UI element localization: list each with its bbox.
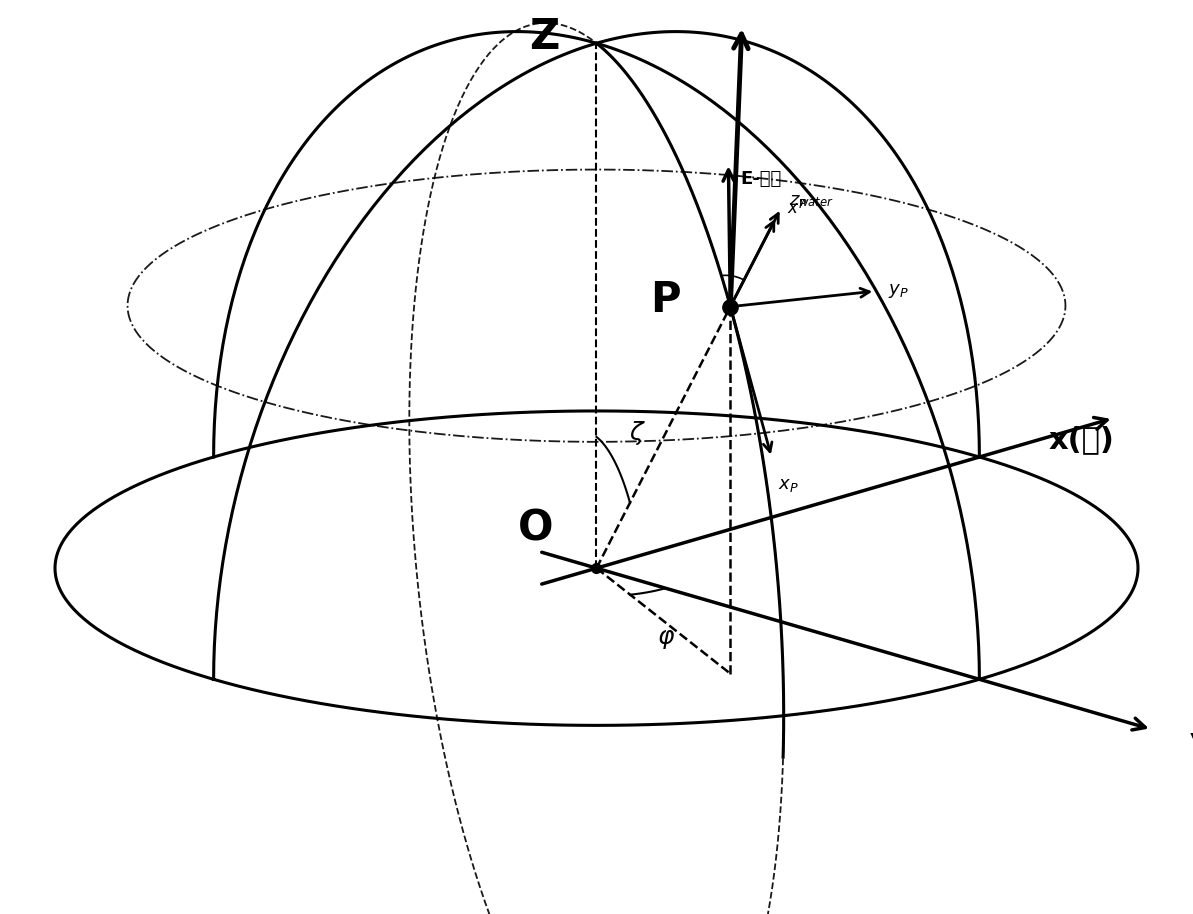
Text: E-矢量: E-矢量 bbox=[741, 169, 781, 187]
Text: x(北): x(北) bbox=[1049, 425, 1114, 454]
Text: P: P bbox=[650, 280, 681, 322]
Text: $x_P$: $x_P$ bbox=[778, 476, 798, 494]
Text: $z_P$: $z_P$ bbox=[789, 192, 808, 210]
Text: Z: Z bbox=[530, 16, 560, 58]
Text: φ: φ bbox=[659, 624, 675, 649]
Text: y(东): y(东) bbox=[1189, 727, 1193, 756]
Text: O: O bbox=[518, 507, 554, 549]
Text: $y_P$: $y_P$ bbox=[888, 282, 908, 300]
Text: $x^{water}$: $x^{water}$ bbox=[787, 198, 834, 218]
Text: ζ: ζ bbox=[630, 420, 643, 445]
